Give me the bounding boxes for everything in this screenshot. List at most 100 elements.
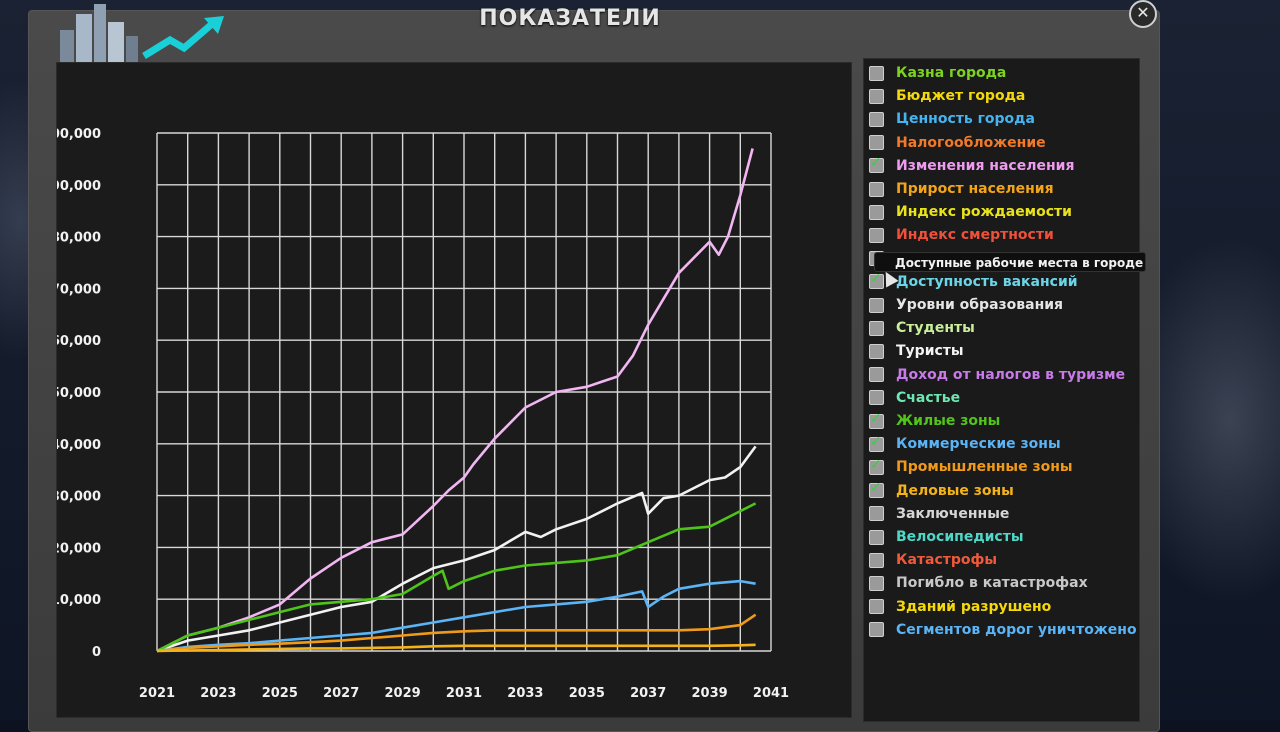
legend-item[interactable]: Прирост населения	[869, 178, 1054, 200]
y-tick-label: 90,000	[57, 179, 101, 194]
y-tick-label: 70,000	[57, 282, 101, 297]
series-line-2	[156, 502, 757, 653]
x-tick-label: 2039	[692, 686, 728, 701]
legend-label: Промышленные зоны	[896, 459, 1073, 476]
x-tick-label: 2027	[323, 686, 359, 701]
legend-item[interactable]: Ценность города	[869, 108, 1035, 130]
legend-item[interactable]: Студенты	[869, 317, 975, 339]
legend-label: Велосипедисты	[896, 529, 1024, 545]
legend-checkbox[interactable]	[869, 599, 884, 615]
legend-item[interactable]: Доход от налогов в туризме	[869, 364, 1125, 386]
legend-item[interactable]: Сегментов дорог уничтожено	[869, 619, 1137, 641]
legend-item[interactable]: Зданий разрушено	[869, 596, 1051, 618]
legend-item[interactable]: Деловые зоны	[869, 480, 1014, 502]
legend-checkbox[interactable]	[869, 155, 884, 174]
legend-checkbox[interactable]	[869, 227, 884, 243]
legend-item[interactable]: Туристы	[869, 340, 964, 362]
x-tick-label: 2041	[753, 686, 789, 701]
legend-checkbox[interactable]	[869, 552, 884, 568]
legend-item[interactable]: Налогообложение	[869, 132, 1046, 154]
legend-item[interactable]: Изменения населения	[869, 155, 1074, 177]
legend-checkbox[interactable]	[869, 320, 884, 336]
legend-checkbox[interactable]	[869, 434, 884, 452]
legend-label: Зданий разрушено	[896, 598, 1052, 615]
legend-label: Заключенные	[896, 505, 1010, 522]
legend-item[interactable]: Бюджет города	[869, 85, 1025, 107]
legend-label: Ценность города	[896, 111, 1035, 128]
legend-checkbox[interactable]	[869, 575, 884, 591]
y-tick-label: 0	[92, 645, 101, 660]
legend-item[interactable]: Индекс смертности	[869, 224, 1054, 246]
legend-item[interactable]: Велосипедисты	[869, 526, 1024, 548]
x-tick-label: 2031	[446, 686, 482, 701]
legend-label: Туристы	[896, 343, 964, 360]
legend-checkbox[interactable]	[869, 88, 884, 104]
legend-item[interactable]: Казна города	[869, 62, 1006, 84]
legend-checkbox[interactable]	[869, 480, 884, 499]
legend-label: Уровни образования	[896, 297, 1064, 313]
statistics-chart: 0 10,000 20,000 30,000 40,000 50,000 60,000 70,…	[57, 127, 789, 701]
x-tick-label: 2029	[385, 686, 421, 701]
legend-item[interactable]: Катастрофы	[869, 549, 997, 571]
legend-checkbox[interactable]	[869, 65, 884, 81]
x-tick-label: 2023	[200, 686, 236, 701]
x-tick-label: 2035	[569, 686, 605, 701]
legend-checkbox[interactable]	[869, 297, 884, 313]
legend-label: Сегментов дорог уничтожено	[896, 621, 1137, 638]
series-line-5	[156, 643, 756, 653]
legend-label: Студенты	[896, 320, 975, 337]
x-tick-label: 2025	[262, 686, 298, 701]
legend-item[interactable]: Погибло в катастрофах	[869, 572, 1088, 594]
legend-checkbox[interactable]	[869, 343, 884, 359]
series-line-3	[156, 579, 756, 653]
y-tick-label: 40,000	[57, 438, 101, 453]
series-line-1	[156, 445, 757, 653]
legend-checkbox[interactable]	[869, 390, 884, 406]
window-title: ПОКАЗАТЕЛИ	[479, 6, 661, 31]
x-tick-label: 2021	[139, 686, 175, 701]
legend-item[interactable]: Промышленные зоны	[869, 456, 1073, 478]
legend-checkbox[interactable]	[869, 135, 884, 151]
legend-item[interactable]: Заключенные	[869, 503, 1009, 525]
legend-checkbox[interactable]	[869, 622, 884, 638]
legend-label: Катастрофы	[896, 552, 998, 569]
legend-checkbox[interactable]	[869, 457, 884, 475]
legend-label: Налогообложение	[896, 134, 1046, 151]
legend-label: Индекс рождаемости	[896, 204, 1072, 221]
chart-panel: 0 10,000 20,000 30,000 40,000 50,000 60,000 70,…	[56, 62, 852, 718]
legend-checkbox[interactable]	[869, 111, 884, 127]
legend-label: Доход от налогов в туризме	[896, 366, 1126, 383]
legend-label: Жилые зоны	[896, 413, 1001, 429]
legend-item[interactable]: Уровни образования	[869, 294, 1063, 316]
y-tick-label: 30,000	[57, 490, 101, 505]
y-tick-label: 100,000	[57, 127, 101, 142]
legend-label: Индекс смертности	[896, 227, 1054, 244]
legend-label: Прирост населения	[896, 181, 1054, 197]
legend-label: Коммерческие зоны	[896, 436, 1061, 453]
y-tick-label: 80,000	[57, 231, 101, 246]
legend-checkbox[interactable]	[869, 204, 884, 220]
y-tick-label: 50,000	[57, 386, 101, 401]
legend-item[interactable]: Доступность вакансий	[869, 271, 1078, 293]
legend-checkbox[interactable]	[869, 367, 884, 383]
legend-checkbox[interactable]	[869, 411, 884, 429]
series-line-4	[156, 613, 757, 653]
legend-item[interactable]: Индекс рождаемости	[869, 201, 1072, 223]
legend-checkbox[interactable]	[869, 529, 884, 545]
legend-label: Счастье	[896, 389, 961, 406]
legend-checkbox[interactable]	[869, 506, 884, 522]
tooltip: Доступные рабочие места в городе	[874, 252, 1146, 272]
legend-label: Деловые зоны	[896, 482, 1014, 499]
legend-item[interactable]: Счастье	[869, 387, 960, 409]
x-tick-label: 2037	[630, 686, 666, 701]
y-tick-label: 20,000	[57, 541, 101, 556]
legend-item[interactable]: Жилые зоны	[869, 410, 1000, 432]
legend-checkbox[interactable]	[869, 271, 884, 290]
close-icon[interactable]: ✕	[1129, 0, 1157, 28]
legend-checkbox[interactable]	[869, 181, 884, 197]
legend-label: Бюджет города	[896, 88, 1026, 105]
x-tick-label: 2033	[507, 686, 543, 701]
legend-panel: Казна города Бюджет города Ценность города…	[863, 58, 1140, 722]
legend-item[interactable]: Коммерческие зоны	[869, 433, 1061, 455]
legend-label: Изменения населения	[896, 157, 1075, 174]
